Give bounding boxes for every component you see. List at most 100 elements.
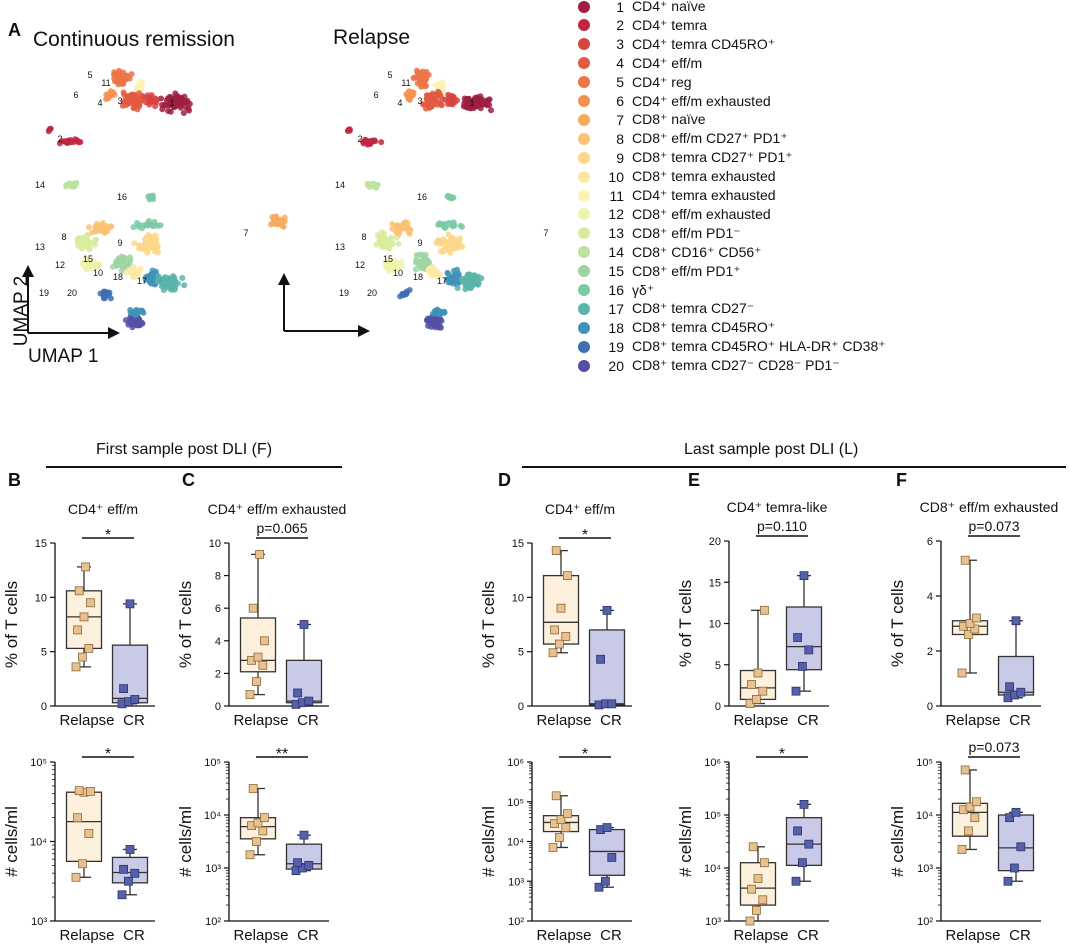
significance-label: p=0.065 [257,520,308,536]
data-point [117,890,127,900]
umap-point [446,239,453,246]
x-category-label: Relapse [233,927,288,944]
y-tick-label: 10³ [705,916,721,928]
data-point [957,845,967,854]
umap-point [131,240,138,247]
data-point [753,874,763,883]
umap-point [173,93,180,100]
data-point [602,823,612,832]
significance-label: ** [276,746,288,763]
umap-point [271,215,278,222]
data-point [758,686,768,696]
box-relapse [65,562,103,672]
x-category-label: CR [600,927,622,944]
data-point [607,699,617,709]
umap-point [179,275,186,281]
umap-point [87,265,94,272]
umap-point [73,137,80,144]
chart-title: CD4⁺ eff/m [68,501,138,517]
umap-cluster-number: 6 [73,90,78,100]
umap-point [374,182,381,188]
umap-cluster-number: 13 [35,242,45,252]
box-cr [997,807,1035,886]
umap-point [127,254,133,261]
umap-point [138,83,145,90]
umap-point [149,267,156,274]
umap-point [277,216,284,223]
data-point [607,853,617,862]
data-point [745,916,755,926]
boxplot-1: 0 5 10 15 % of T cells Relapse CR CD4⁺ eff/m * [2,501,155,729]
data-point [251,837,261,846]
umap-cluster-number: 3 [117,96,122,106]
data-point [563,571,572,580]
umap-point [426,104,433,111]
boxplot-6: 10³ 10⁴ 10⁵ # cells/ml Relapse CR * [2,746,155,944]
umap-point [138,307,145,314]
box-cr [785,571,823,696]
data-point [293,858,303,868]
data-point [86,787,95,796]
data-point [563,809,572,819]
box-cr [285,830,323,876]
box-iqr [239,617,277,673]
umap-point [130,268,137,275]
data-point [752,906,761,915]
data-point [1011,616,1021,626]
umap-point [143,234,150,241]
data-point [258,826,268,836]
data-point [556,603,566,613]
y-tick-label: 10⁵ [916,757,933,769]
umap-point [391,257,398,264]
umap-cluster-number: 8 [61,232,66,242]
data-point [258,660,268,670]
umap-point [122,317,129,324]
chart-title: CD4⁺ eff/m exhausted [208,501,347,517]
data-point [293,688,303,698]
data-point [601,876,610,886]
y-tick-label: 4 [927,591,933,603]
box-cr [785,800,823,886]
umap-point [469,282,476,289]
umap-point [443,276,450,283]
umap-point [389,221,396,227]
chart-title: CD8⁺ eff/m exhausted [920,499,1059,515]
y-tick-label: 10⁴ [204,810,221,822]
y-tick-label: 0 [41,701,47,713]
umap-point [419,68,426,75]
data-point [119,684,128,694]
y-tick-label: 8 [215,571,221,583]
umap-point [438,101,445,108]
umap-point [103,225,110,232]
data-point [74,786,84,796]
umap-point [154,243,161,250]
boxplot-10: 10² 10³ 10⁴ 10⁵ # cells/ml Relapse CR p=0.073 [888,739,1041,944]
box-iqr [588,629,626,706]
x-category-label: CR [797,712,819,729]
umap-point [376,232,383,239]
y-tick-label: 10 [35,592,47,604]
umap-point [172,101,179,108]
umap-point [135,322,142,329]
x-category-label: Relapse [536,712,591,729]
umap-cluster-number: 7 [243,228,248,238]
data-point [548,648,558,658]
y-tick-label: 2 [927,646,933,658]
data-point [793,826,802,836]
data-point [758,895,768,905]
umap-point [167,285,174,292]
umap-point [420,101,427,108]
x-category-label: CR [297,927,319,944]
umap-title-right: Relapse [333,26,411,49]
umap-point [123,269,130,276]
box-cr [997,616,1035,703]
umap-cluster-number: 15 [83,254,93,264]
data-point [799,571,809,581]
umap-point [437,324,444,331]
umap-point [386,265,392,271]
umap-point [454,285,461,292]
umap-point [130,273,137,280]
umap-point [447,195,454,202]
